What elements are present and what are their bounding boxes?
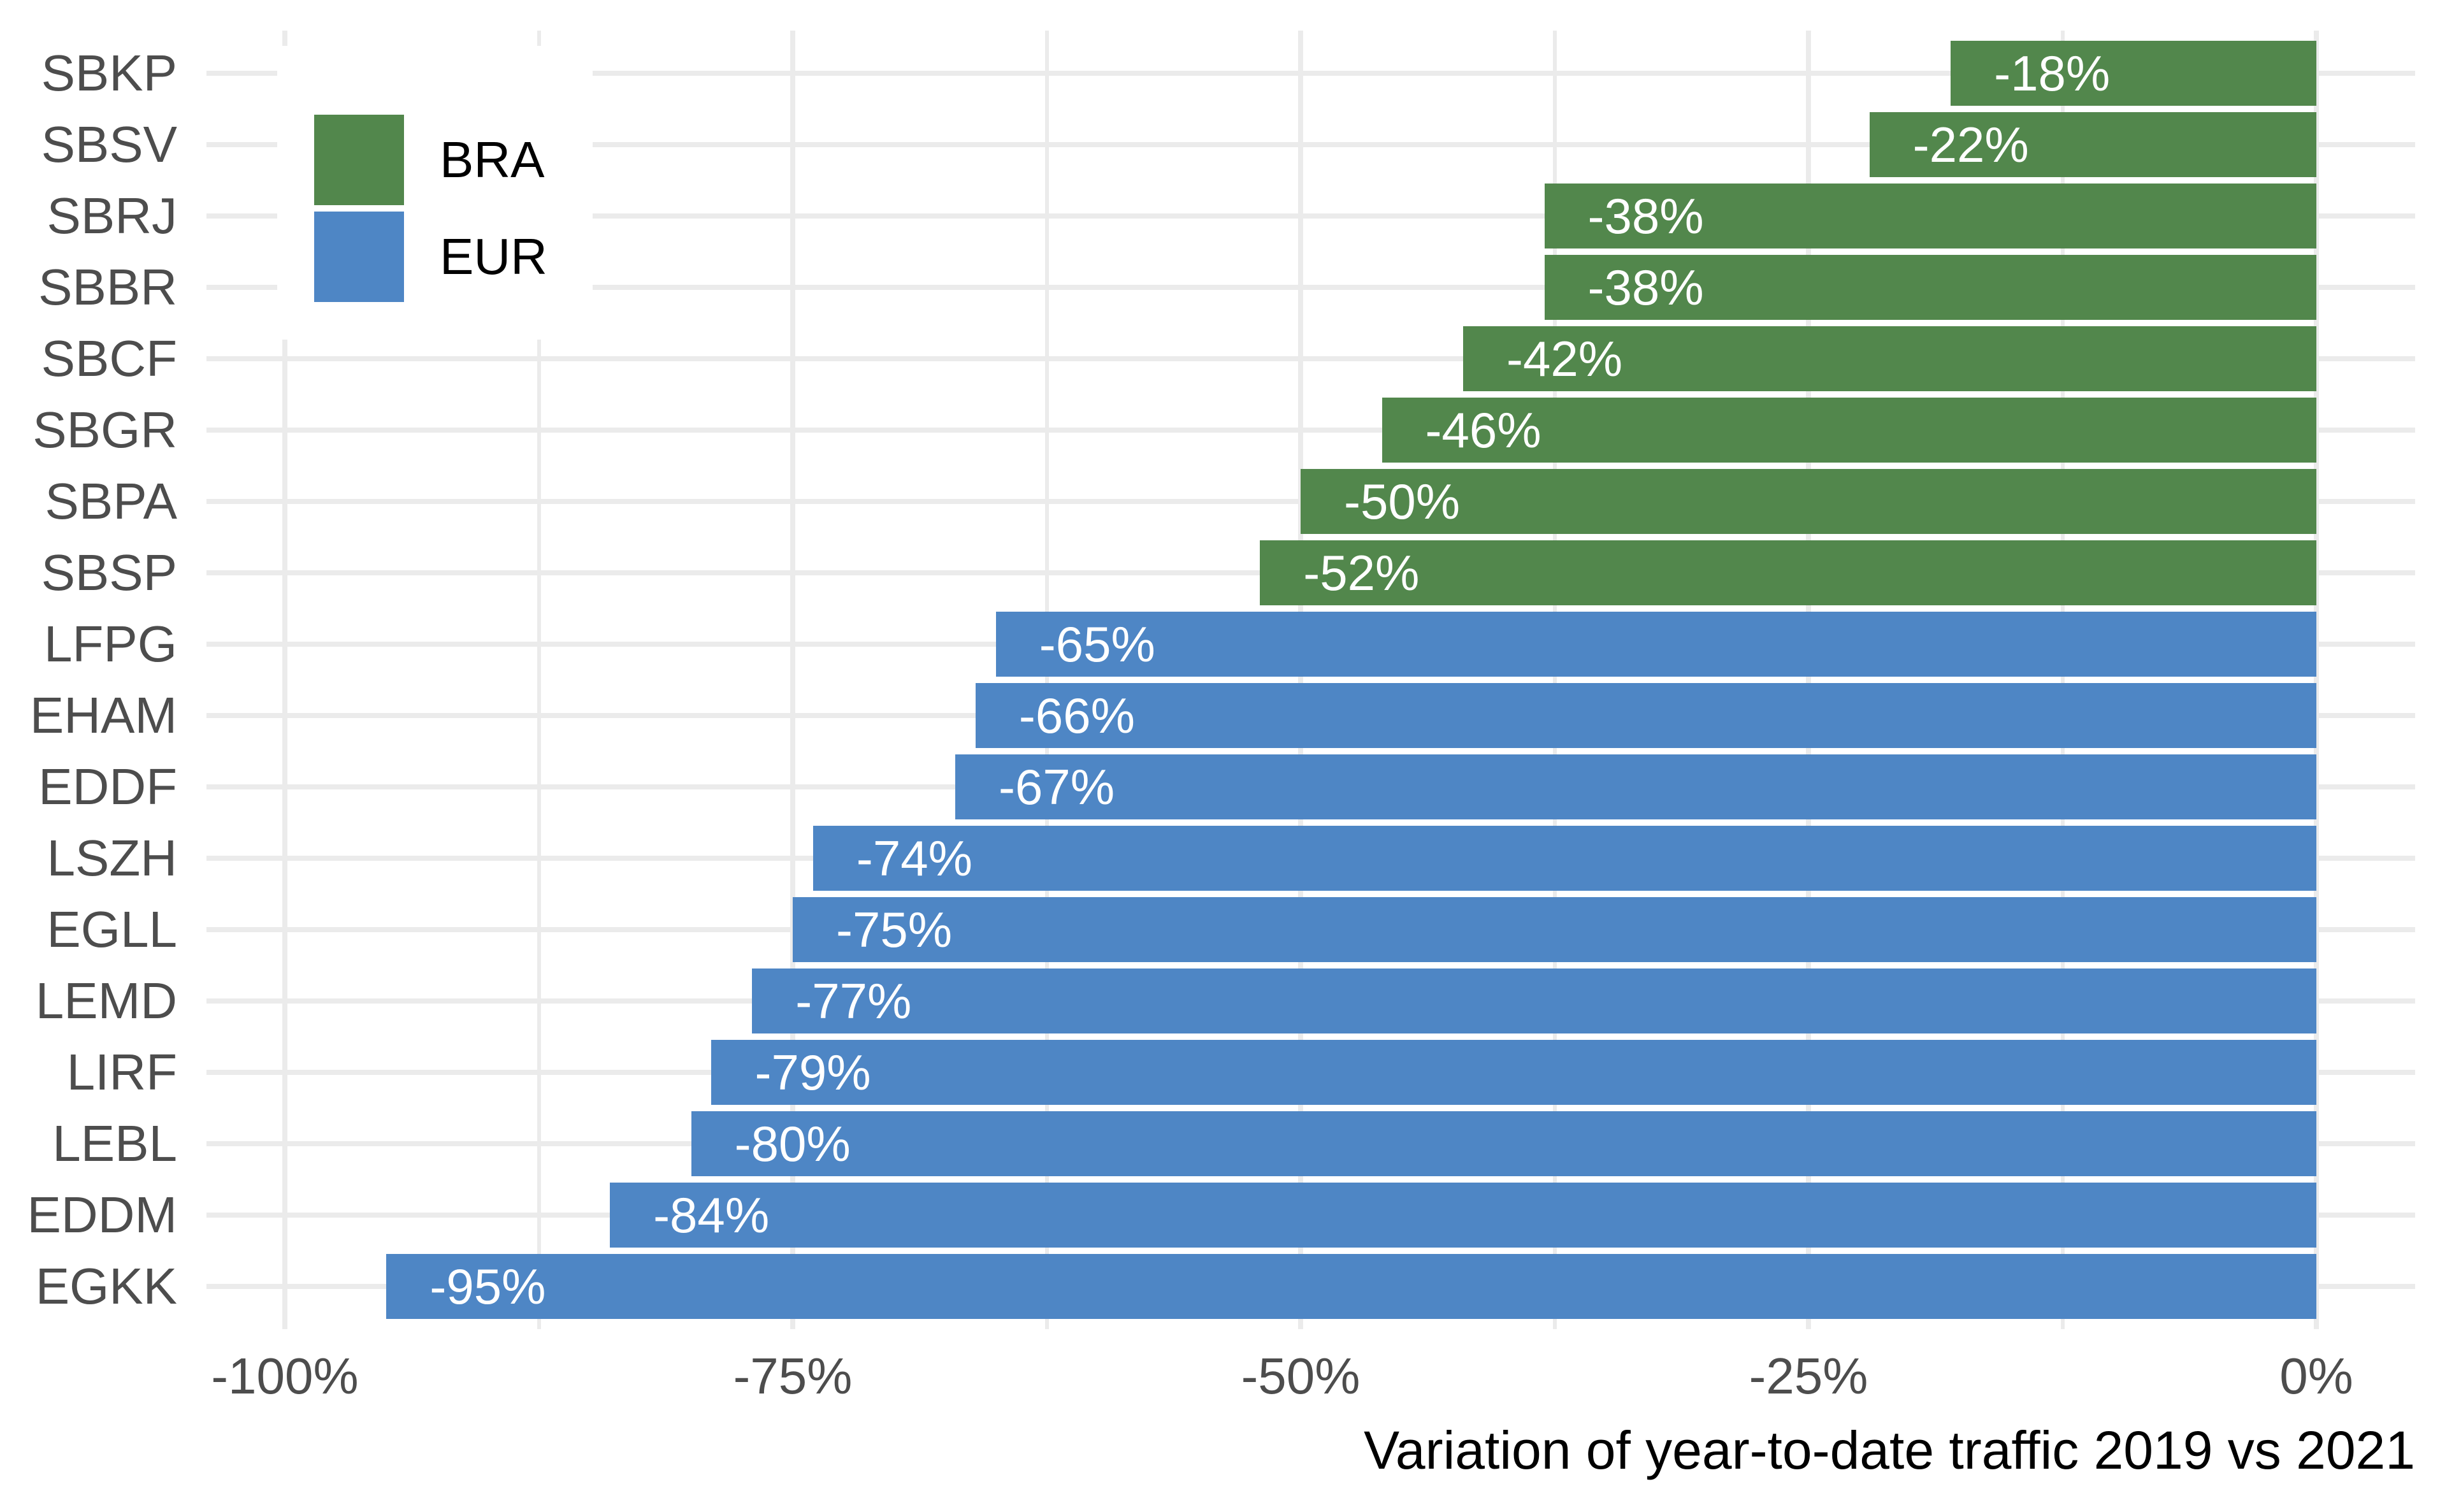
- y-axis-label-EGKK: EGKK: [35, 1258, 177, 1314]
- bar-value-label-SBRJ: -38%: [1587, 188, 1704, 244]
- y-axis-label-LSZH: LSZH: [47, 830, 178, 886]
- gridline-minor--12.5: [2060, 31, 2065, 1329]
- bar-EDDM[interactable]: [610, 1183, 2316, 1248]
- x-axis-tick-label--75: -75%: [733, 1348, 853, 1404]
- bar-EHAM[interactable]: [975, 683, 2316, 748]
- bar-LIRF[interactable]: [711, 1040, 2316, 1105]
- bar-value-label-SBSV: -22%: [1912, 117, 2029, 173]
- legend-key-bra[interactable]: [314, 115, 404, 205]
- y-axis-label-LIRF: LIRF: [66, 1044, 177, 1100]
- y-axis-label-EDDF: EDDF: [38, 758, 177, 815]
- y-axis-label-SBPA: SBPA: [45, 473, 178, 529]
- y-axis-label-SBGR: SBGR: [32, 401, 177, 458]
- y-axis-label-LEBL: LEBL: [52, 1115, 177, 1172]
- bar-SBSV[interactable]: [1869, 112, 2316, 177]
- x-axis-tick-label--100: -100%: [211, 1348, 359, 1404]
- x-axis-tick-label-0: 0%: [2279, 1348, 2353, 1404]
- gridline-row-SBCF: [206, 356, 2415, 361]
- gridline-major--25: [1806, 31, 1811, 1329]
- bar-SBKP[interactable]: [1951, 41, 2316, 106]
- bar-SBGR[interactable]: [1382, 398, 2316, 463]
- y-axis-label-EDDM: EDDM: [27, 1186, 177, 1243]
- bar-SBSP[interactable]: [1260, 540, 2316, 605]
- gridline-major--50: [1298, 31, 1303, 1329]
- y-axis-label-SBKP: SBKP: [41, 45, 177, 101]
- y-axis-label-SBSP: SBSP: [41, 544, 177, 601]
- gridline-major-0: [2314, 31, 2319, 1329]
- gridline-major--75: [790, 31, 795, 1329]
- y-axis-label-EHAM: EHAM: [29, 687, 177, 744]
- plot-panel: -18% -22% -38% -38% -42% -46% -50% -52% -65% -66%…: [206, 31, 2415, 1329]
- y-axis-label-SBRJ: SBRJ: [47, 187, 178, 244]
- bar-value-label-SBKP: -18%: [1994, 45, 2111, 101]
- y-axis-label-LEMD: LEMD: [35, 972, 177, 1029]
- bar-value-label-SBCF: -42%: [1506, 331, 1623, 387]
- bar-value-label-SBBR: -38%: [1587, 259, 1704, 315]
- gridline-minor--37.5: [1552, 31, 1557, 1329]
- bar-LSZH[interactable]: [812, 826, 2316, 891]
- y-axis-label-SBCF: SBCF: [41, 330, 177, 387]
- gridline-row-SBKP: [206, 71, 2415, 76]
- legend-label-bra: BRA: [440, 131, 545, 188]
- bar-SBCF[interactable]: [1463, 326, 2316, 391]
- x-axis-tick-label--50: -50%: [1241, 1348, 1361, 1404]
- bar-SBRJ[interactable]: [1544, 184, 2316, 248]
- y-axis-label-SBSV: SBSV: [41, 116, 177, 173]
- bar-value-label-LIRF: -79%: [754, 1044, 871, 1100]
- bar-value-label-LFPG: -65%: [1039, 616, 1155, 672]
- bar-LEBL[interactable]: [691, 1111, 2316, 1176]
- bar-value-label-SBPA: -50%: [1344, 473, 1461, 529]
- bar-LFPG[interactable]: [995, 612, 2316, 677]
- gridline-row-SBGR: [206, 428, 2415, 433]
- gridline-row-SBSV: [206, 142, 2415, 147]
- bar-value-label-EGLL: -75%: [836, 902, 953, 958]
- legend-key-eur[interactable]: [314, 212, 404, 302]
- bar-SBBR[interactable]: [1544, 255, 2316, 320]
- x-axis-title: Variation of year-to-date traffic 2019 v…: [1364, 1420, 2415, 1480]
- bar-EDDF[interactable]: [955, 754, 2316, 819]
- y-axis-label-SBBR: SBBR: [38, 259, 177, 315]
- y-axis-label-EGLL: EGLL: [47, 901, 177, 958]
- bar-value-label-LSZH: -74%: [856, 830, 972, 886]
- legend-label-eur: EUR: [440, 228, 547, 285]
- x-axis-tick-label--25: -25%: [1749, 1348, 1868, 1404]
- bar-EGKK[interactable]: [386, 1254, 2316, 1319]
- gridline-minor--87.5: [537, 31, 541, 1329]
- bar-value-label-LEBL: -80%: [734, 1116, 851, 1172]
- bar-value-label-EDDM: -84%: [653, 1187, 770, 1243]
- bar-LEMD[interactable]: [752, 968, 2316, 1033]
- bar-value-label-EGKK: -95%: [429, 1258, 546, 1314]
- bar-SBPA[interactable]: [1301, 469, 2316, 534]
- gridline-major--100: [282, 31, 287, 1329]
- bar-value-label-EDDF: -67%: [999, 759, 1115, 815]
- bar-value-label-LEMD: -77%: [795, 973, 912, 1029]
- y-axis-label-LFPG: LFPG: [44, 616, 177, 672]
- bar-value-label-EHAM: -66%: [1018, 688, 1135, 744]
- gridline-minor--62.5: [1044, 31, 1049, 1329]
- gridline-row-SBBR: [206, 285, 2415, 290]
- bar-EGLL[interactable]: [793, 897, 2316, 962]
- bar-value-label-SBSP: -52%: [1303, 545, 1420, 601]
- bar-value-label-SBGR: -46%: [1425, 402, 1541, 458]
- gridline-row-SBRJ: [206, 213, 2415, 219]
